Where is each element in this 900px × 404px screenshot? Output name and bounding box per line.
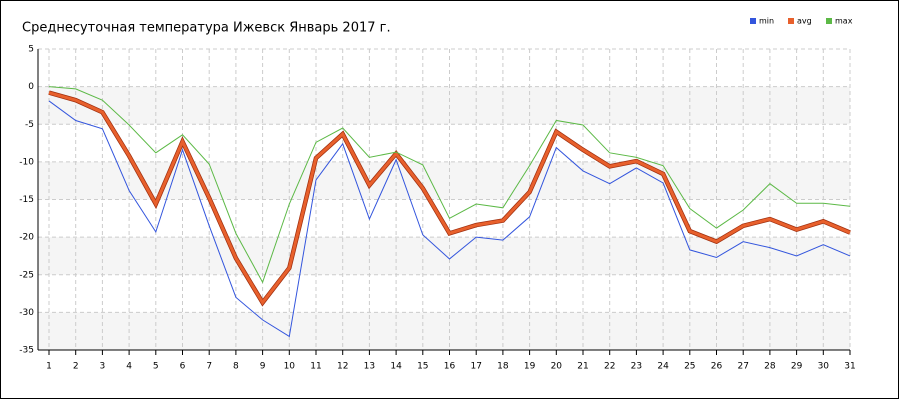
- series-line: [48, 100, 851, 338]
- x-tick-label: 20: [551, 362, 563, 372]
- x-tick-label: 15: [417, 362, 428, 372]
- band: [38, 312, 850, 350]
- legend-label: min: [759, 17, 774, 26]
- legend-label: max: [835, 17, 853, 26]
- x-tick-label: 19: [524, 362, 536, 372]
- legend-label: avg: [797, 17, 812, 26]
- x-tick-label: 1: [46, 362, 52, 372]
- x-tick-label: 6: [180, 362, 186, 372]
- x-tick-label: 25: [684, 362, 695, 372]
- x-tick-label: 16: [444, 362, 456, 372]
- band: [38, 237, 850, 275]
- band: [38, 86, 850, 125]
- x-tick-label: 9: [260, 362, 266, 372]
- x-tick-label: 18: [497, 362, 509, 372]
- x-tick-label: 17: [470, 362, 481, 372]
- x-tick-label: 14: [390, 362, 402, 372]
- x-tick-label: 26: [711, 362, 723, 372]
- x-tick-label: 10: [284, 362, 296, 372]
- x-tick-label: 8: [233, 362, 239, 372]
- y-tick-label: -5: [25, 120, 34, 130]
- y-tick-label: -10: [19, 157, 34, 167]
- x-tick-label: 23: [631, 362, 642, 372]
- x-tick-label: 12: [337, 362, 348, 372]
- chart-title: Среднесуточная температура Ижевск Январь…: [22, 21, 391, 36]
- series-line: [48, 86, 851, 284]
- x-tick-label: 3: [100, 362, 106, 372]
- legend-swatch: [750, 18, 756, 24]
- y-tick-label: -30: [19, 308, 34, 318]
- x-tick-label: 27: [737, 362, 748, 372]
- y-tick-label: 0: [28, 82, 34, 92]
- x-tick-label: 22: [604, 362, 615, 372]
- series-line: [48, 91, 851, 306]
- y-tick-label: -35: [19, 346, 34, 356]
- legend-swatch: [788, 18, 794, 24]
- x-tick-label: 7: [206, 362, 212, 372]
- x-tick-label: 31: [844, 362, 855, 372]
- x-tick-label: 21: [577, 362, 588, 372]
- x-tick-label: 30: [818, 362, 830, 372]
- x-tick-label: 2: [73, 362, 79, 372]
- x-tick-label: 11: [310, 362, 321, 372]
- y-tick-label: -15: [19, 195, 34, 205]
- x-tick-label: 28: [764, 362, 776, 372]
- legend-swatch: [826, 18, 832, 24]
- x-tick-label: 24: [657, 362, 669, 372]
- y-tick-label: -25: [19, 270, 34, 280]
- x-tick-label: 29: [791, 362, 803, 372]
- y-tick-label: 5: [28, 45, 34, 55]
- x-tick-label: 4: [126, 362, 132, 372]
- x-tick-label: 5: [153, 362, 159, 372]
- x-tick-label: 13: [364, 362, 375, 372]
- y-tick-label: -20: [19, 233, 34, 243]
